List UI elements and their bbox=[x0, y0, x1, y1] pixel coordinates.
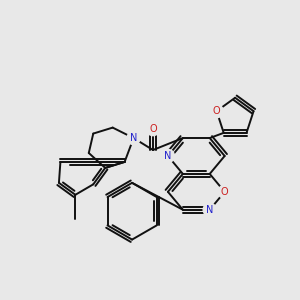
Circle shape bbox=[127, 131, 140, 145]
Circle shape bbox=[218, 185, 231, 198]
Text: O: O bbox=[213, 106, 220, 116]
Circle shape bbox=[146, 122, 160, 136]
Circle shape bbox=[203, 203, 216, 216]
Text: N: N bbox=[130, 133, 137, 143]
Circle shape bbox=[161, 149, 175, 163]
Text: N: N bbox=[206, 205, 213, 215]
Circle shape bbox=[210, 105, 223, 118]
Text: N: N bbox=[164, 151, 172, 161]
Text: O: O bbox=[149, 124, 157, 134]
Text: O: O bbox=[221, 187, 229, 197]
